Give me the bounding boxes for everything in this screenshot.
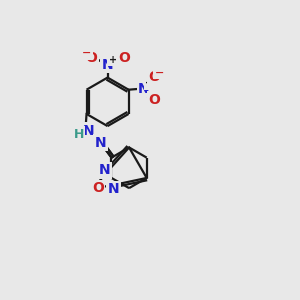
Text: O: O xyxy=(92,181,104,195)
Text: N: N xyxy=(102,58,113,72)
Text: N: N xyxy=(94,136,106,150)
Text: O: O xyxy=(85,51,97,65)
Text: O: O xyxy=(148,93,160,106)
Text: −: − xyxy=(155,68,164,78)
Text: +: + xyxy=(145,79,153,88)
Text: −: − xyxy=(82,48,92,58)
Text: +: + xyxy=(109,55,117,65)
Text: N: N xyxy=(82,124,94,138)
Text: H: H xyxy=(74,128,84,141)
Text: N: N xyxy=(138,82,150,96)
Text: O: O xyxy=(118,51,130,65)
Text: N: N xyxy=(108,182,119,197)
Text: O: O xyxy=(148,70,160,85)
Text: N: N xyxy=(99,163,110,177)
